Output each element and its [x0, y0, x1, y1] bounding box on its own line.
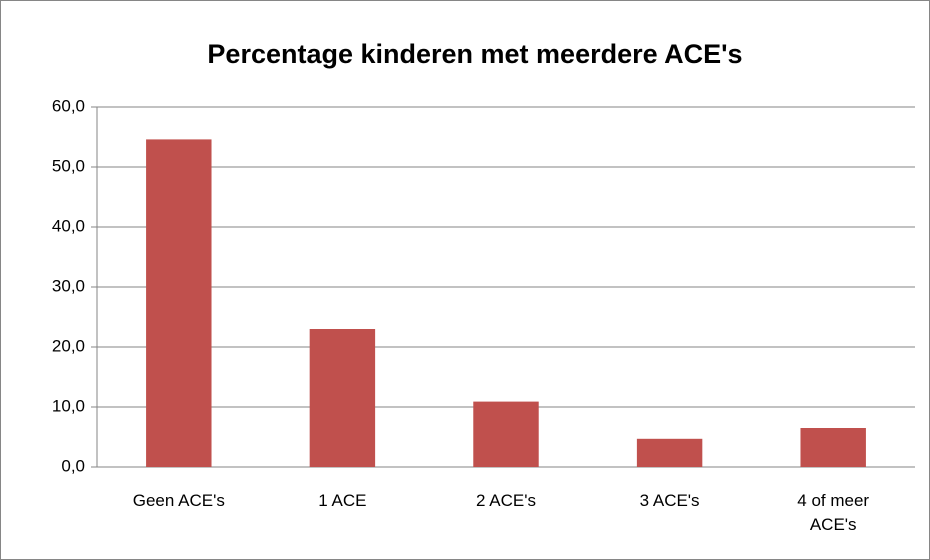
bar — [636, 438, 703, 467]
y-tick-label: 30,0 — [52, 276, 85, 295]
y-tick-label: 0,0 — [61, 456, 85, 475]
bar — [800, 428, 866, 467]
bar — [473, 401, 539, 467]
x-tick-label: 2 ACE's — [476, 491, 536, 510]
y-tick-label: 40,0 — [52, 216, 85, 235]
y-tick-label: 20,0 — [52, 336, 85, 355]
y-tick-label: 60,0 — [52, 96, 85, 115]
bar — [309, 329, 376, 467]
x-tick-label: 3 ACE's — [639, 491, 700, 510]
x-tick-label: 1 ACE — [318, 491, 367, 510]
x-tick-label: 4 of meer ACE's — [797, 491, 870, 534]
chart-title: Percentage kinderen met meerdere ACE's — [207, 39, 742, 69]
y-tick-label: 10,0 — [52, 396, 85, 415]
y-tick-label: 50,0 — [52, 156, 85, 175]
bar — [146, 139, 212, 467]
x-tick-label: Geen ACE's — [132, 491, 225, 510]
